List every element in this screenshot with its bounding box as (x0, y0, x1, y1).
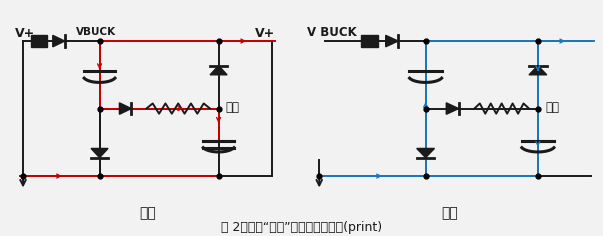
Polygon shape (53, 35, 65, 47)
Bar (361, 35, 377, 47)
Text: 负载: 负载 (226, 101, 239, 114)
Polygon shape (119, 103, 131, 114)
Text: V+: V+ (14, 27, 35, 40)
Text: 放电: 放电 (441, 206, 458, 220)
Polygon shape (210, 66, 227, 75)
Polygon shape (91, 148, 108, 158)
Polygon shape (417, 148, 434, 158)
Polygon shape (386, 35, 398, 47)
Text: 负载: 负载 (545, 101, 559, 114)
Bar (31, 35, 46, 47)
Text: V+: V+ (255, 27, 275, 40)
Text: 图 2、双级“填谷”电路工作原理。(print): 图 2、双级“填谷”电路工作原理。(print) (221, 221, 382, 234)
Polygon shape (446, 103, 459, 114)
Text: VBUCK: VBUCK (75, 27, 116, 37)
Text: 充电: 充电 (139, 206, 156, 220)
Polygon shape (529, 66, 547, 75)
Text: V BUCK: V BUCK (308, 26, 357, 39)
